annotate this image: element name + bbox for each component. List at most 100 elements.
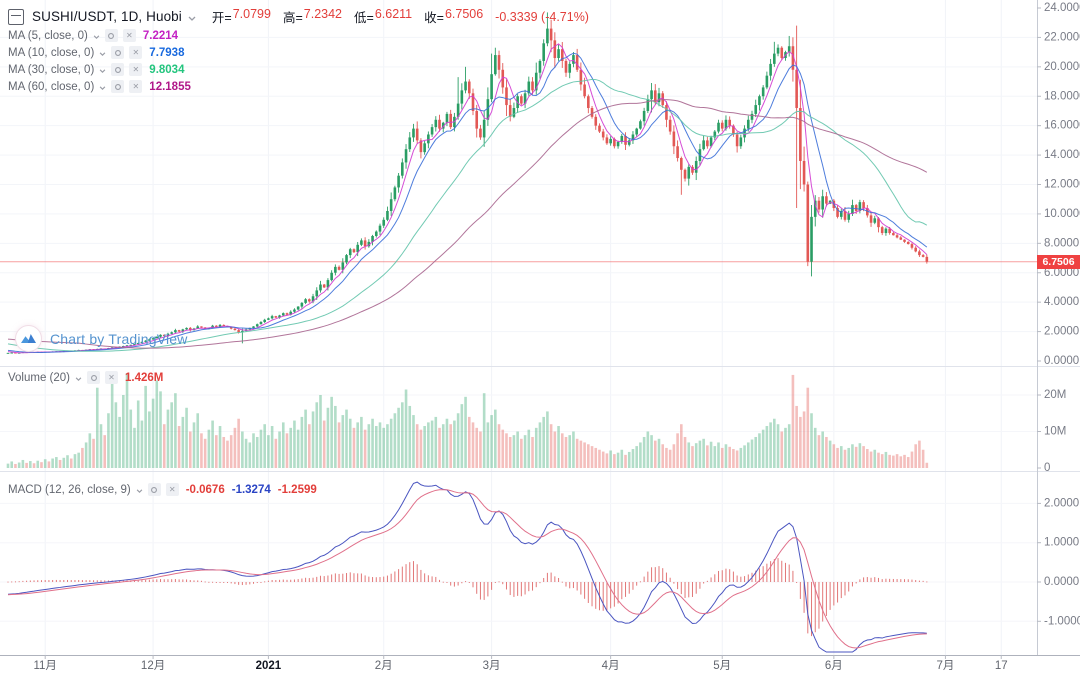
price-tick-label: 10.0000 — [1044, 208, 1080, 220]
ma-label: MA (5, close, 0) — [8, 29, 88, 42]
change-value: -0.3339 (-4.71%) — [495, 9, 589, 24]
macd-hist-value: -0.0676 — [185, 483, 225, 496]
chevron-down-icon[interactable] — [99, 64, 106, 76]
macd-label: MACD (12, 26, close, 9) — [8, 483, 131, 496]
ma-label: MA (30, close, 0) — [8, 63, 95, 76]
price-tick-label: 0.0000 — [1044, 355, 1079, 367]
ma-label: MA (60, close, 0) — [8, 80, 95, 93]
time-tick-label: 2021 — [256, 660, 282, 672]
high-value: 7.2342 — [303, 7, 342, 21]
time-tick-label: 6月 — [825, 660, 843, 672]
price-tick-label: 16.0000 — [1044, 120, 1080, 132]
macd-signal-value: -1.2599 — [277, 483, 317, 496]
price-tick-label: 20.0000 — [1044, 61, 1080, 73]
time-axis[interactable]: 11月 12月 2021 2月 3月 4月 5月 6月 7月 17 — [33, 655, 1008, 672]
symbol-legend: SUSHI/USDT, 1D, Huobi 开= 7.0799 高= 7.2342 … — [8, 7, 589, 26]
settings-icon[interactable] — [147, 483, 161, 496]
settings-icon[interactable] — [111, 63, 125, 76]
ma-label: MA (10, close, 0) — [8, 46, 95, 59]
price-tick-label: 22.0000 — [1044, 31, 1080, 43]
last-price-tag: 6.7506 — [1037, 255, 1080, 269]
ma-value: 7.2214 — [142, 29, 179, 42]
time-tick-label: 12月 — [141, 660, 165, 672]
watermark-text: Chart by TradingView — [50, 330, 188, 347]
ma-legend-row: MA (60, close, 0) ✕ 12.1855 — [8, 78, 191, 95]
price-axis[interactable]: 24.0000 22.0000 20.0000 18.0000 16.0000 14.00… — [1037, 2, 1080, 367]
ma-value: 12.1855 — [149, 80, 191, 93]
chevron-down-icon[interactable] — [93, 30, 100, 42]
close-icon[interactable]: ✕ — [129, 63, 143, 76]
chevron-down-icon[interactable] — [99, 47, 106, 59]
volume-bars — [6, 373, 929, 469]
time-tick-label: 5月 — [713, 660, 731, 672]
ma-legend-row: MA (5, close, 0) ✕ 7.2214 — [8, 27, 178, 44]
macd-signal-line — [7, 489, 927, 649]
ma-value: 9.8034 — [149, 63, 185, 76]
chevron-down-icon[interactable] — [188, 9, 196, 24]
symbol-title[interactable]: SUSHI/USDT, 1D, Huobi — [32, 9, 182, 24]
macd-legend: MACD (12, 26, close, 9) ✕ -0.0676 -1.327… — [8, 481, 317, 498]
settings-icon[interactable] — [111, 46, 125, 59]
ma-value: 7.7938 — [149, 46, 185, 59]
close-icon[interactable]: ✕ — [129, 46, 143, 59]
time-tick-label: 17 — [995, 660, 1008, 672]
macd-histogram — [7, 558, 928, 637]
tradingview-logo-icon — [15, 325, 42, 352]
time-tick-label: 7月 — [936, 660, 954, 672]
volume-tick-label: 0 — [1044, 462, 1050, 474]
time-gridlines — [44, 0, 1002, 655]
settings-icon[interactable] — [87, 371, 101, 384]
price-tick-label: 8.0000 — [1044, 237, 1079, 249]
low-value: 6.6211 — [374, 7, 413, 21]
high-label: 高= — [282, 11, 303, 25]
close-value: 6.7506 — [444, 7, 484, 21]
ma-legend-row: MA (30, close, 0) ✕ 9.8034 — [8, 61, 184, 78]
open-label: 开= — [211, 11, 232, 25]
volume-axis[interactable]: 20M 10M 0 — [1037, 389, 1066, 474]
price-tick-label: 2.0000 — [1044, 326, 1079, 338]
candles — [6, 12, 929, 354]
close-icon[interactable]: ✕ — [165, 483, 179, 496]
macd-line-value: -1.3274 — [231, 483, 271, 496]
volume-tick-label: 10M — [1044, 426, 1066, 438]
low-label: 低= — [354, 11, 374, 25]
ohlc-readout: 开= 7.0799 高= 7.2342 低= 6.6211 收= 6.7506 -0.3… — [212, 7, 589, 26]
tradingview-watermark[interactable]: Chart by TradingView — [15, 325, 188, 352]
price-tick-label: 6.0000 — [1044, 267, 1079, 279]
macd-tick-label: 2.0000 — [1044, 497, 1079, 509]
macd-axis[interactable]: 2.0000 1.0000 0.0000 -1.0000 — [1037, 497, 1080, 627]
volume-value: 1.426M — [125, 371, 164, 384]
time-tick-label: 4月 — [602, 660, 620, 672]
volume-tick-label: 20M — [1044, 389, 1066, 401]
close-label: 收= — [424, 11, 444, 25]
close-icon[interactable]: ✕ — [122, 29, 136, 42]
time-tick-label: 3月 — [483, 660, 501, 672]
price-tick-label: 4.0000 — [1044, 296, 1079, 308]
time-tick-label: 2月 — [375, 660, 393, 672]
chevron-down-icon[interactable] — [75, 372, 82, 384]
volume-legend: Volume (20) ✕ 1.426M — [8, 369, 163, 386]
chevron-down-icon[interactable] — [136, 484, 143, 496]
legend-collapse-icon[interactable] — [8, 8, 24, 25]
macd-tick-label: -1.0000 — [1044, 615, 1080, 627]
price-tick-label: 24.0000 — [1044, 2, 1080, 14]
time-tick-label: 11月 — [33, 660, 56, 672]
price-gridlines — [0, 36, 1037, 622]
price-tick-label: 14.0000 — [1044, 149, 1080, 161]
ma-lines — [7, 43, 928, 354]
chevron-down-icon[interactable] — [99, 81, 106, 93]
volume-label: Volume (20) — [8, 371, 71, 384]
macd-tick-label: 0.0000 — [1044, 576, 1079, 588]
price-tick-label: 18.0000 — [1044, 90, 1080, 102]
ma-legend-row: MA (10, close, 0) ✕ 7.7938 — [8, 44, 184, 61]
panel-separators — [0, 0, 1080, 656]
close-icon[interactable]: ✕ — [129, 80, 143, 93]
settings-icon[interactable] — [111, 80, 125, 93]
settings-icon[interactable] — [104, 29, 118, 42]
price-tick-label: 12.0000 — [1044, 179, 1080, 191]
macd-tick-label: 1.0000 — [1044, 537, 1079, 549]
open-value: 7.0799 — [232, 7, 271, 21]
close-icon[interactable]: ✕ — [105, 371, 119, 384]
